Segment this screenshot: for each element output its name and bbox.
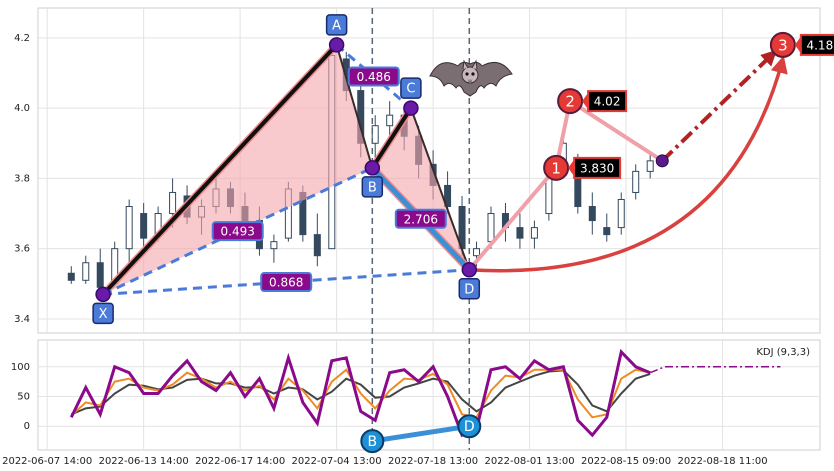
pattern-point	[403, 100, 419, 116]
point-label: C	[406, 82, 415, 97]
target-label: 2	[565, 93, 575, 111]
target-leg	[467, 166, 558, 272]
candle-body	[386, 114, 394, 127]
x-tick-label: 2022-08-01 13:00	[485, 456, 575, 467]
y-tick-label: 3.8	[14, 173, 30, 184]
value-tag	[573, 156, 622, 179]
candle-body	[270, 241, 278, 250]
x-tick-label: 2022-07-18 13:00	[388, 456, 478, 467]
ratio-label: 0.486	[357, 70, 391, 84]
candle-body	[603, 227, 611, 236]
value-tag-label: 4.02	[594, 95, 621, 109]
projection-curve	[469, 55, 788, 273]
candle-body	[473, 248, 481, 257]
bat-icon	[429, 59, 513, 97]
candle-body	[444, 184, 452, 208]
target-label: 3	[778, 36, 788, 54]
y-tick-label: 50	[17, 391, 30, 402]
pattern-leg	[102, 166, 373, 296]
projection-leg	[660, 49, 778, 163]
pattern-point	[95, 286, 111, 303]
point-label-box	[400, 77, 422, 99]
kdj-point	[360, 429, 385, 454]
ratio-box	[347, 66, 400, 87]
candle-body	[646, 160, 654, 172]
x-tick-label: 2022-06-13 14:00	[99, 456, 189, 467]
pattern-point	[461, 262, 478, 278]
x-tick-label: 2022-07-04 13:00	[292, 456, 382, 467]
x-tick-label: 2022-06-07 14:00	[2, 456, 92, 467]
target-label: 1	[551, 159, 561, 177]
point-label: D	[464, 282, 474, 297]
point-label-box	[325, 14, 348, 36]
ratio-box	[211, 221, 264, 242]
candle-body	[530, 227, 538, 239]
candle-body	[96, 262, 104, 288]
candle-body	[313, 234, 321, 257]
candle-body	[588, 206, 596, 222]
pattern-leg	[370, 107, 413, 169]
kdj-line	[69, 348, 651, 438]
pattern-leg	[409, 107, 471, 271]
y-tick-label: 3.4	[14, 314, 30, 325]
y-tick-label: 4.2	[14, 33, 30, 44]
candle-body	[140, 213, 148, 239]
candle-body	[67, 272, 75, 281]
x-tick-label: 2022-08-15 09:00	[581, 456, 671, 467]
candle-body	[487, 213, 495, 243]
candle-body	[617, 198, 625, 229]
point-label-box	[92, 302, 114, 325]
pattern-point	[328, 37, 345, 53]
pattern-fill	[103, 44, 373, 295]
panel-title: KDJ (9,3,3)	[756, 347, 810, 358]
kdj-panel	[37, 339, 821, 451]
kdj-point	[457, 414, 482, 439]
x-tick-label: 2022-06-17 14:00	[195, 456, 285, 467]
ratio-box	[394, 208, 447, 229]
point-label: A	[332, 18, 341, 33]
x-tick-label: 2022-08-18 11:00	[677, 456, 767, 467]
kdj-point-label: B	[368, 434, 378, 450]
target-leg	[569, 99, 664, 163]
kdj-line	[70, 369, 651, 416]
y-tick-label: 3.6	[14, 244, 30, 255]
candle-body	[82, 262, 90, 281]
pattern-point	[364, 160, 381, 176]
ratio-box	[260, 272, 313, 293]
value-tag	[799, 33, 834, 56]
candle-body	[169, 191, 177, 215]
price-panel	[37, 7, 821, 334]
value-tag-label: 4.18	[806, 38, 833, 52]
ratio-label: 0.868	[269, 276, 303, 290]
pattern-fill	[372, 108, 470, 270]
marks-layer: X A B C D 0.493 0.486 0.868 2.706 1 3.830 2 4.02 3 4.1…	[67, 8, 834, 454]
point-label: B	[368, 180, 377, 195]
kdj-link	[371, 423, 470, 444]
candle-body	[371, 125, 379, 144]
y-tick-label: 4.0	[14, 103, 30, 114]
ratio-label: 2.706	[404, 212, 438, 226]
point-label: X	[99, 307, 108, 322]
pivot-point	[655, 154, 669, 168]
y-tick-label: 0	[24, 421, 30, 432]
pattern-leg	[101, 43, 339, 296]
kdj-projection	[649, 366, 781, 374]
candle-body	[516, 227, 524, 239]
grid-layer: 3.4 3.6 3.8 4.0 4.2 0 50 100 2022-06-07 14:00 202…	[2, 8, 820, 467]
value-tag-label: 3.830	[580, 161, 614, 175]
ratio-label: 0.493	[221, 225, 255, 239]
value-tag	[587, 90, 628, 113]
point-label-box	[361, 176, 384, 198]
point-label-box	[458, 278, 481, 300]
pattern-leg	[335, 44, 374, 169]
y-tick-label: 100	[11, 362, 30, 373]
kdj-point-label: D	[464, 419, 475, 435]
candle-body	[545, 177, 553, 215]
candle-body	[632, 170, 640, 193]
candle-body	[125, 206, 133, 250]
